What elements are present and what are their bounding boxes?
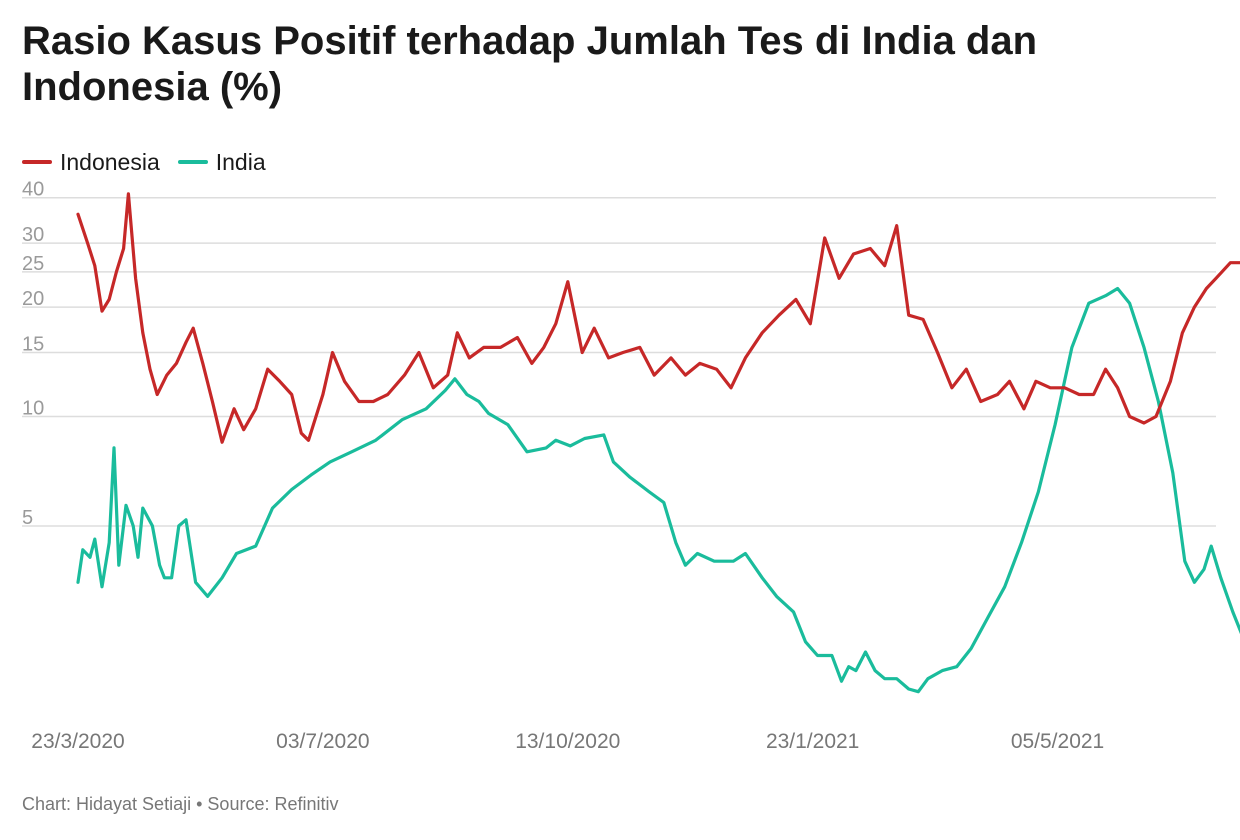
legend-item-indonesia: Indonesia	[22, 149, 160, 176]
chart-footer: Chart: Hidayat Setiaji • Source: Refinit…	[22, 794, 338, 815]
x-tick-label-4: 05/5/2021	[1011, 730, 1104, 753]
x-tick-label-2: 13/10/2020	[515, 730, 620, 753]
legend-swatch-indonesia	[22, 160, 52, 164]
footer-separator: •	[196, 794, 203, 814]
legend-label-indonesia: Indonesia	[60, 148, 160, 175]
chart-title: Rasio Kasus Positif terhadap Jumlah Tes …	[22, 19, 1038, 109]
y-tick-label-5: 5	[22, 507, 33, 529]
footer-source: Source: Refinitiv	[207, 794, 339, 814]
x-tick-label-1: 03/7/2020	[276, 730, 369, 753]
x-tick-label-3: 23/1/2021	[766, 730, 859, 753]
y-tick-label-20: 20	[22, 288, 44, 310]
footer-credit: Chart: Hidayat Setiaji	[22, 794, 192, 814]
x-tick-label-0: 23/3/2020	[31, 730, 124, 753]
chart-legend: Indonesia India	[22, 147, 266, 177]
y-tick-label-25: 25	[22, 253, 44, 275]
legend-label-india: India	[215, 148, 266, 175]
y-tick-label-30: 30	[22, 224, 44, 246]
series-line-india	[76, 286, 1240, 694]
y-tick-label-15: 15	[22, 334, 44, 356]
legend-swatch-india	[177, 160, 208, 164]
y-tick-label-40: 40	[22, 179, 44, 201]
series-line-indonesia	[76, 192, 1240, 444]
legend-item-india: India	[177, 148, 266, 176]
y-tick-label-10: 10	[22, 398, 44, 420]
